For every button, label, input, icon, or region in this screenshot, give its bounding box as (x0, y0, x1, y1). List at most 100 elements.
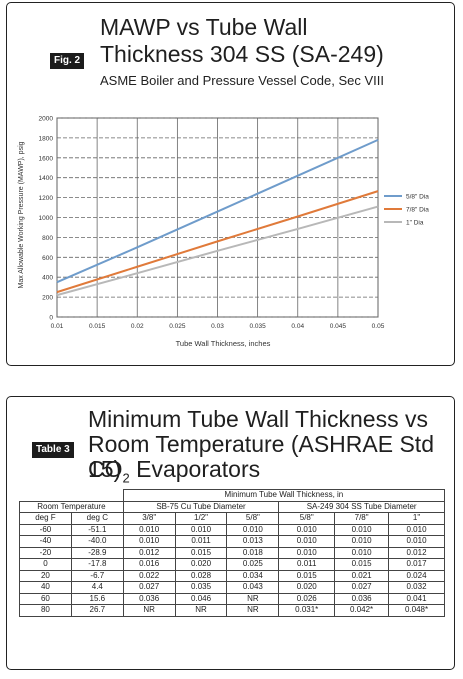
table-title-co: CO (88, 456, 123, 482)
y-tick-label: 2000 (39, 116, 54, 123)
table-cell: 0.035 (174, 581, 228, 594)
table-title-line1: Minimum Tube Wall Thickness vs (88, 406, 428, 432)
table-cell: 0.015 (174, 546, 228, 559)
table-cell: 15.6 (70, 592, 124, 605)
y-tick-label: 600 (42, 255, 53, 262)
table-cell: 0.043 (226, 581, 280, 594)
table-row: 60 15.6 0.036 0.046 NR 0.026 0.036 0.041 (19, 592, 445, 605)
table-cell: 0.012 (388, 546, 445, 559)
table-cell: NR (174, 604, 228, 617)
y-tick-label: 400 (42, 275, 53, 282)
figure-title-line1: MAWP vs Tube Wall (100, 14, 308, 40)
table-cell: 0.016 (122, 558, 176, 571)
y-tick-label: 1400 (39, 175, 54, 182)
legend-label: 1" Dia (406, 220, 424, 227)
table-cell: -51.1 (70, 523, 124, 536)
table-cell: 0.046 (174, 592, 228, 605)
column-header: 7/8" (334, 512, 390, 525)
table-title-line3: CO2 Evaporators (88, 457, 260, 491)
column-header: deg F (19, 512, 72, 525)
column-header: 3/8" (122, 512, 176, 525)
table-cell: 0.020 (278, 581, 336, 594)
figure-panel: MAWP vs Tube Wall Fig. 2 Thickness 304 S… (6, 2, 455, 366)
table-cell: 0.032 (388, 581, 445, 594)
y-tick-label: 0 (49, 315, 53, 322)
table-row: 80 26.7 NR NR NR 0.031* 0.042* 0.048* (19, 604, 445, 617)
table-cell: -60 (19, 523, 72, 536)
table-cell: 0.015 (278, 569, 336, 582)
table-cell: 0.022 (122, 569, 176, 582)
x-tick-label: 0.02 (131, 323, 144, 330)
table-cell: 0.010 (334, 535, 390, 548)
y-tick-label: 800 (42, 235, 53, 242)
table-cell: 0.041 (388, 592, 445, 605)
table-panel: Minimum Tube Wall Thickness vs Table 3 R… (6, 396, 455, 670)
y-tick-label: 1600 (39, 155, 54, 162)
table-cell: 0.010 (226, 523, 280, 536)
table-cell: 0.017 (388, 558, 445, 571)
table-cell: 0.027 (122, 581, 176, 594)
y-tick-label: 1000 (39, 215, 54, 222)
table-cell: 0.012 (122, 546, 176, 559)
table-cell: -40.0 (70, 535, 124, 548)
y-axis-label: Max Allowable Working Pressure (MAWP), p… (18, 141, 25, 288)
table-cell: 20 (19, 569, 72, 582)
legend-label: 5/8" Dia (406, 194, 429, 201)
figure-subtitle: ASME Boiler and Pressure Vessel Code, Se… (100, 73, 384, 88)
table-title-line2: Room Temperature (ASHRAE Std 15) (88, 431, 434, 482)
table-cell: 0.031* (278, 604, 336, 617)
table-cell: 0.011 (174, 535, 228, 548)
table-cell: 0.010 (334, 546, 390, 559)
cu-tube-header: SB-75 Cu Tube Diameter (122, 500, 280, 513)
column-header: deg C (70, 512, 124, 525)
table-cell: 0.048* (388, 604, 445, 617)
table-row: -60 -51.1 0.010 0.010 0.010 0.010 0.010 0.010 (19, 523, 445, 536)
table-cell: 0.027 (334, 581, 390, 594)
x-tick-label: 0.04 (291, 323, 304, 330)
table-cell: 0.036 (334, 592, 390, 605)
table-cell: -17.8 (70, 558, 124, 571)
table-cell: 60 (19, 592, 72, 605)
table-row: -40 -40.0 0.010 0.011 0.013 0.010 0.010 0.010 (19, 535, 445, 548)
y-tick-label: 200 (42, 295, 53, 302)
table-cell: 0.042* (334, 604, 390, 617)
figure-title-line2: Thickness 304 SS (SA-249) (100, 41, 384, 67)
table-cell: 0.010 (278, 546, 336, 559)
table-cell: 40 (19, 581, 72, 594)
x-tick-label: 0.035 (249, 323, 266, 330)
figure-tag: Fig. 2 (50, 53, 85, 69)
series-line-5-8-dia (56, 138, 379, 284)
ss-tube-header: SA-249 304 SS Tube Diameter (278, 500, 445, 513)
x-tick-label: 0.015 (89, 323, 106, 330)
table-cell: 0.010 (388, 535, 445, 548)
table-cell: 0.021 (334, 569, 390, 582)
table-cell: -40 (19, 535, 72, 548)
table-cell: 0.010 (122, 523, 176, 536)
series-line-7-8-dia (56, 190, 379, 294)
table-cell: 0.010 (278, 535, 336, 548)
x-tick-label: 0.03 (211, 323, 224, 330)
table-row: 0 -17.8 0.016 0.020 0.025 0.011 0.015 0.017 (19, 558, 445, 571)
column-header: 5/8" (278, 512, 336, 525)
table-tag: Table 3 (32, 442, 74, 458)
table-cell: 26.7 (70, 604, 124, 617)
table-cell: 0.011 (278, 558, 336, 571)
column-header: 1/2" (174, 512, 228, 525)
table-cell: 0.024 (388, 569, 445, 582)
thickness-table: Minimum Tube Wall Thickness, in Room Tem… (19, 489, 446, 617)
table-row: -20 -28.9 0.012 0.015 0.018 0.010 0.010 0.012 (19, 546, 445, 559)
table-cell: 0.026 (278, 592, 336, 605)
x-tick-label: 0.01 (51, 323, 64, 330)
table-cell: 0.034 (226, 569, 280, 582)
table-corner (20, 490, 124, 502)
x-tick-label: 0.025 (169, 323, 186, 330)
table-cell: 0.025 (226, 558, 280, 571)
table-cell: 0.010 (388, 523, 445, 536)
table-row: 40 4.4 0.027 0.035 0.043 0.020 0.027 0.032 (19, 581, 445, 594)
table-cell: 80 (19, 604, 72, 617)
table-cell: NR (226, 604, 280, 617)
column-header: 5/8" (226, 512, 280, 525)
table-cell: 0.010 (334, 523, 390, 536)
table-cell: NR (226, 592, 280, 605)
table-cell: 0.036 (122, 592, 176, 605)
